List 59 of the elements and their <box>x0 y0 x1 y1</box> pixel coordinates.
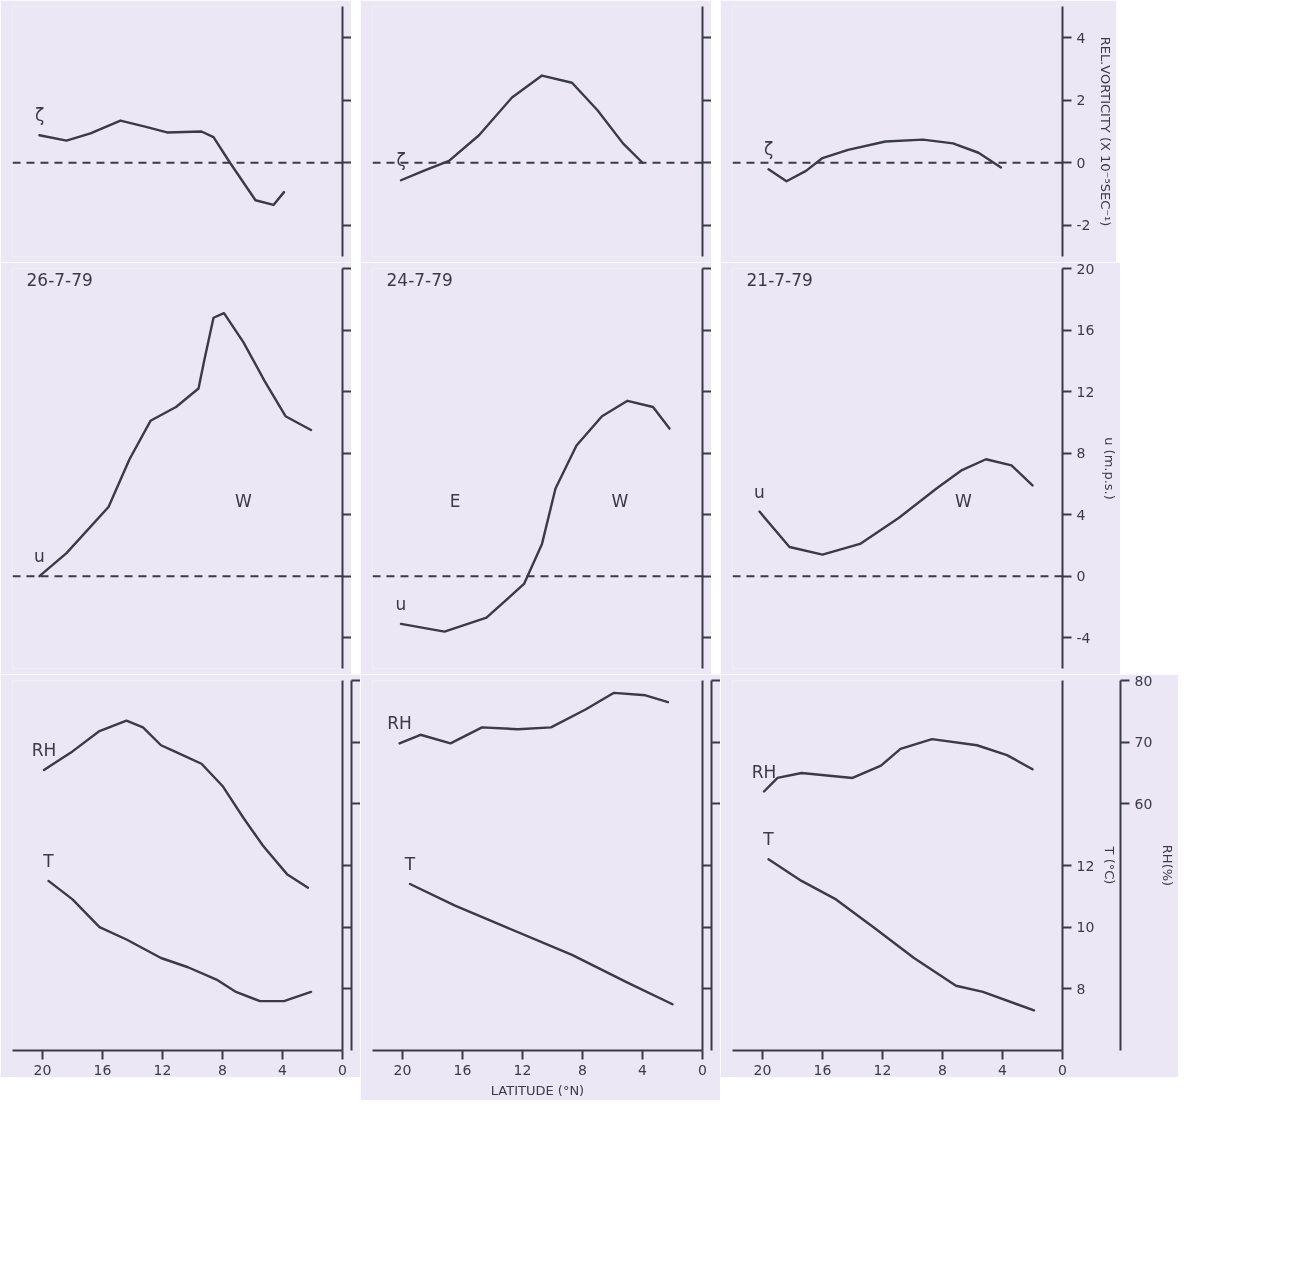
y-axis-title: REL.VORTICITY (X 10⁻⁵SEC⁻¹) <box>1098 36 1114 227</box>
y-tick-label: 8 <box>1076 980 1086 997</box>
x-tick-label: 8 <box>578 1061 587 1078</box>
series-label: T <box>403 854 416 874</box>
series-label: ζ <box>763 139 774 160</box>
series-label: T <box>762 829 775 850</box>
y2-axis-title: RH(%) <box>1160 844 1176 887</box>
x-tick-label: 16 <box>93 1061 112 1078</box>
y-tick-label: 4 <box>1076 29 1086 46</box>
annotation: W <box>611 490 629 511</box>
x-tick-label: 16 <box>453 1061 472 1078</box>
series-label: u <box>754 481 765 502</box>
x-tick-label: 20 <box>393 1061 412 1078</box>
x-tick-label: 8 <box>218 1061 227 1078</box>
x-tick-label: 12 <box>513 1061 532 1078</box>
x-tick-label: 12 <box>873 1061 892 1078</box>
series-label: RH <box>387 713 412 734</box>
x-tick-label: 8 <box>938 1061 947 1078</box>
y-tick-label: 10 <box>1076 919 1095 936</box>
annotation: W <box>235 490 253 511</box>
y-tick-label: -2 <box>1076 217 1091 234</box>
series-label: u <box>395 593 407 614</box>
annotation: W <box>955 490 973 511</box>
y-tick-label: -4 <box>1076 629 1091 646</box>
x-tick-label: 20 <box>753 1061 772 1078</box>
y2-tick-label: 60 <box>1134 795 1153 812</box>
y-tick-label: 0 <box>1076 568 1086 585</box>
x-tick-label: 0 <box>698 1061 707 1078</box>
x-axis-title: LATITUDE (°N) <box>490 1082 585 1098</box>
y-tick-label: 16 <box>1076 322 1095 339</box>
x-tick-label: 16 <box>813 1061 832 1078</box>
series-label: RH <box>31 739 57 760</box>
y-tick-label: 0 <box>1076 154 1086 171</box>
chart-title: 24-7-79 <box>386 269 453 290</box>
x-tick-label: 4 <box>278 1061 288 1078</box>
y-tick-label: 20 <box>1076 260 1095 277</box>
y-tick-label: 12 <box>1076 383 1095 400</box>
y2-tick-label: 80 <box>1134 672 1153 689</box>
y-tick-label: 8 <box>1076 445 1086 462</box>
x-tick-label: 12 <box>153 1061 172 1078</box>
series-label: RH <box>751 761 777 782</box>
y-axis-title: T (°C) <box>1102 845 1118 885</box>
x-tick-label: 4 <box>638 1061 648 1078</box>
series-label: ζ <box>396 150 406 171</box>
x-tick-label: 0 <box>1058 1061 1067 1078</box>
x-tick-label: 20 <box>33 1061 52 1078</box>
y2-tick-label: 70 <box>1134 734 1153 751</box>
x-tick-label: 4 <box>998 1061 1008 1078</box>
y-axis-title: u (m.p.s.) <box>1102 437 1118 500</box>
chart-title: 26-7-79 <box>26 269 93 290</box>
y-tick-label: 4 <box>1076 506 1086 523</box>
x-tick-label: 0 <box>338 1061 347 1078</box>
series-label: T <box>42 850 55 871</box>
y-tick-label: 12 <box>1076 857 1095 874</box>
series-label: u <box>34 546 45 567</box>
y-tick-label: 2 <box>1076 92 1086 109</box>
series-label: ζ <box>34 105 45 126</box>
chart-title: 21-7-79 <box>746 269 813 290</box>
annotation: E <box>449 490 461 511</box>
